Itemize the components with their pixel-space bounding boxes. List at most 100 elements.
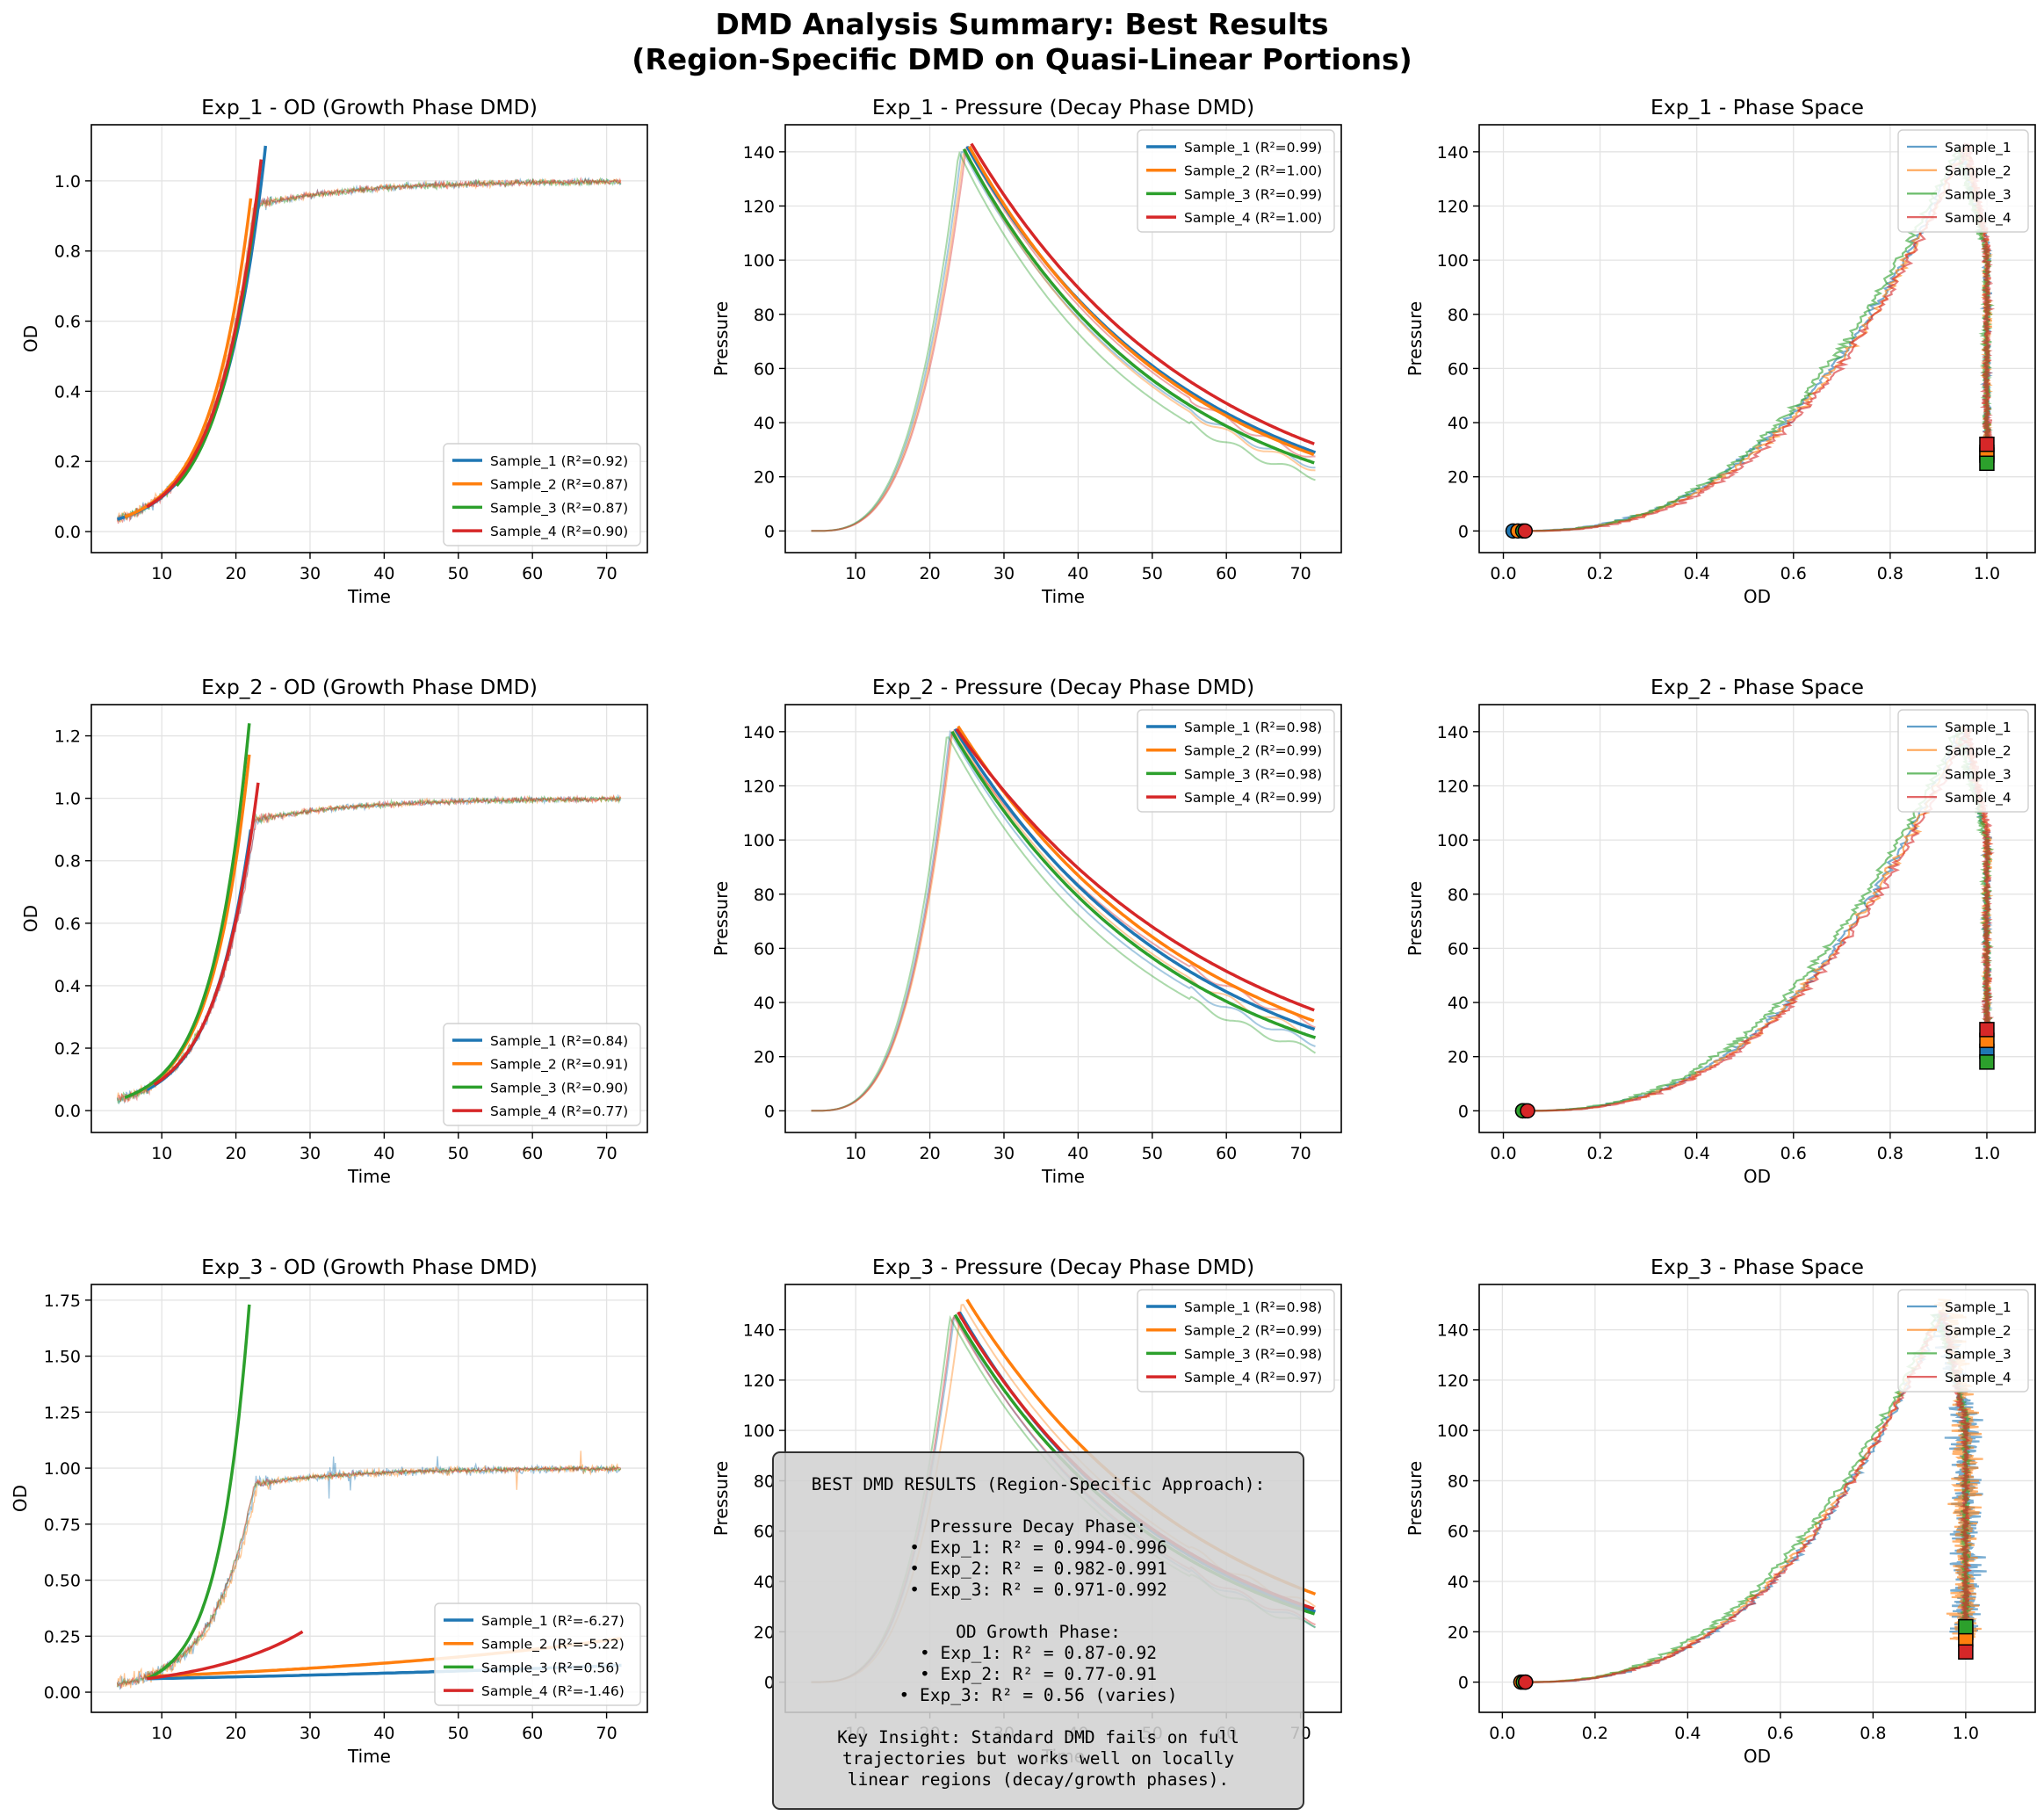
plot-area: [116, 723, 622, 1105]
x-tick-label: 10: [845, 1144, 866, 1163]
plot-area: [1505, 142, 1996, 539]
legend-entry-sample_3: Sample_3 (R²=0.56): [481, 1660, 619, 1676]
y-tick-label: 100: [1437, 1422, 1469, 1441]
y-tick-label: 60: [1448, 1523, 1469, 1542]
axes-frame: [1478, 124, 2036, 553]
x-tick-label: 0.0: [1490, 1144, 1516, 1163]
x-tick-label: 50: [1142, 1144, 1163, 1163]
plot-area: [1514, 725, 1995, 1119]
y-tick-label: 120: [743, 1371, 775, 1391]
dmd-fit-sample_4: [970, 142, 1315, 445]
x-tick-label: 0.4: [1684, 1144, 1710, 1163]
dmd-fit-sample_1: [953, 727, 1316, 1031]
dmd-fit-sample_4: [147, 1630, 304, 1681]
x-tick-label: 0.8: [1877, 1144, 1903, 1163]
legend-entry-sample_2: Sample_2 (R²=0.99): [1184, 743, 1322, 760]
y-tick-label: 40: [1448, 1573, 1469, 1592]
end-marker-sample_4: [1979, 1022, 1995, 1038]
x-tick-label: 70: [596, 1724, 617, 1743]
y-tick-label: 0: [764, 522, 775, 541]
chart-title: Exp_1 - Pressure (Decay Phase DMD): [872, 95, 1254, 119]
y-axis-label: Pressure: [711, 1461, 732, 1536]
legend-entry-sample_2: Sample_2 (R²=0.87): [490, 477, 628, 494]
axes-frame: [1478, 704, 2036, 1133]
x-tick-label: 0.6: [1767, 1724, 1794, 1743]
dmd-fit-sample_4: [153, 782, 260, 1086]
legend-entry-sample_4: Sample_4: [1945, 1370, 2011, 1386]
legend-entry-sample_4: Sample_4 (R²=1.00): [1184, 210, 1322, 227]
legend-entry-sample_2: Sample_2 (R²=1.00): [1184, 163, 1322, 180]
y-tick-label: 80: [1448, 306, 1469, 325]
plot-area: [1513, 1299, 1987, 1690]
dmd-fit-sample_2: [124, 754, 251, 1099]
dmd-fit-sample_3: [950, 730, 1317, 1039]
dmd-fit-sample_2: [124, 198, 253, 518]
dmd-fit-sample_4: [146, 159, 264, 509]
legend-frame: [1897, 709, 2029, 813]
x-tick-label: 0.2: [1582, 1724, 1608, 1743]
y-tick-label: 100: [743, 1422, 775, 1441]
legend-entry-sample_4: Sample_4 (R²=0.97): [1184, 1370, 1322, 1386]
y-tick-label: 40: [754, 1573, 775, 1592]
summary-line: Pressure Decay Phase:: [929, 1516, 1147, 1537]
x-tick-label: 0.4: [1674, 1724, 1701, 1743]
y-tick-label: 0.2: [54, 452, 81, 472]
end-marker-sample_4: [1979, 436, 1995, 452]
x-tick-label: 10: [151, 1724, 172, 1743]
legend-entry-sample_1: Sample_1: [1945, 720, 2011, 736]
y-tick-label: 60: [754, 359, 775, 379]
legend-entry-sample_1: Sample_1 (R²=0.98): [1184, 720, 1322, 736]
y-tick-label: 120: [743, 777, 775, 796]
legend-entry-sample_3: Sample_3 (R²=0.98): [1184, 1346, 1322, 1363]
x-tick-label: 10: [151, 1144, 172, 1163]
dmd-fit-sample_3: [962, 148, 1315, 465]
x-tick-label: 60: [522, 1144, 543, 1163]
legend: Sample_1 Sample_2 Sample_3 Sample_4: [1897, 709, 2029, 813]
dmd-fit-sample_2: [967, 145, 1315, 457]
chart-panel-exp2_p: 10 20 30 40 50 60 70 0 20 40 60 80 100 120 140 Exp_2 - …: [711, 675, 1342, 1187]
raw-trace-sample_2: [811, 148, 1316, 532]
end-marker-sample_3: [1958, 1618, 1974, 1635]
y-tick-label: 80: [754, 886, 775, 905]
y-tick-label: 140: [1437, 723, 1469, 742]
x-tick-label: 40: [1067, 564, 1088, 583]
legend-entry-sample_2: Sample_2 (R²=0.91): [490, 1057, 628, 1074]
y-tick-label: 80: [754, 1472, 775, 1491]
y-tick-label: 0: [764, 1102, 775, 1121]
x-tick-label: 1.0: [1953, 1724, 1979, 1743]
legend: Sample_1 (R²=0.84) Sample_2 (R²=0.91) Samp…: [443, 1023, 641, 1126]
x-tick-label: 70: [1289, 564, 1311, 583]
legend-entry-sample_4: Sample_4: [1945, 790, 2011, 807]
x-axis-label: OD: [1744, 1746, 1771, 1767]
chart-panel-exp1_p: 10 20 30 40 50 60 70 0 20 40 60 80 100 120 140 Exp_1 - …: [711, 95, 1342, 607]
y-tick-label: 60: [754, 939, 775, 959]
phase-trajectory-sample_4: [1523, 142, 1996, 532]
x-tick-label: 0.2: [1586, 564, 1613, 583]
start-marker-sample_4: [1518, 1674, 1534, 1690]
y-tick-label: 120: [743, 197, 775, 216]
x-tick-label: 20: [225, 564, 246, 583]
y-tick-label: 100: [743, 251, 775, 271]
x-tick-label: 60: [522, 1724, 543, 1743]
y-tick-label: 1.2: [54, 727, 81, 747]
y-axis-label: OD: [20, 325, 41, 352]
y-tick-label: 0.8: [54, 852, 81, 872]
x-tick-label: 70: [596, 564, 617, 583]
raw-trace-sample_3: [811, 150, 1316, 532]
legend-frame: [1137, 709, 1335, 813]
summary-line: Key Insight: Standard DMD fails on full: [837, 1727, 1239, 1747]
raw-trace-sample_2: [116, 1451, 622, 1689]
y-tick-label: 120: [1437, 197, 1469, 216]
x-axis-label: Time: [347, 586, 391, 607]
x-tick-label: 40: [373, 1144, 394, 1163]
raw-trace-sample_4: [116, 1465, 621, 1689]
raw-trace-sample_1: [811, 729, 1316, 1112]
figure-title-line-2: (Region-Specific DMD on Quasi-Linear Por…: [632, 42, 1412, 76]
chart-panel-exp3_ps: 0.0 0.2 0.4 0.6 0.8 1.0 0 20 40 60 80 100 120 140 Exp_…: [1405, 1255, 2036, 1767]
x-tick-label: 30: [300, 1724, 321, 1743]
x-tick-label: 0.0: [1489, 1724, 1515, 1743]
x-tick-label: 0.4: [1684, 564, 1710, 583]
dmd-fit-sample_2: [957, 725, 1315, 1023]
legend-entry-sample_1: Sample_1 (R²=0.84): [490, 1033, 628, 1050]
